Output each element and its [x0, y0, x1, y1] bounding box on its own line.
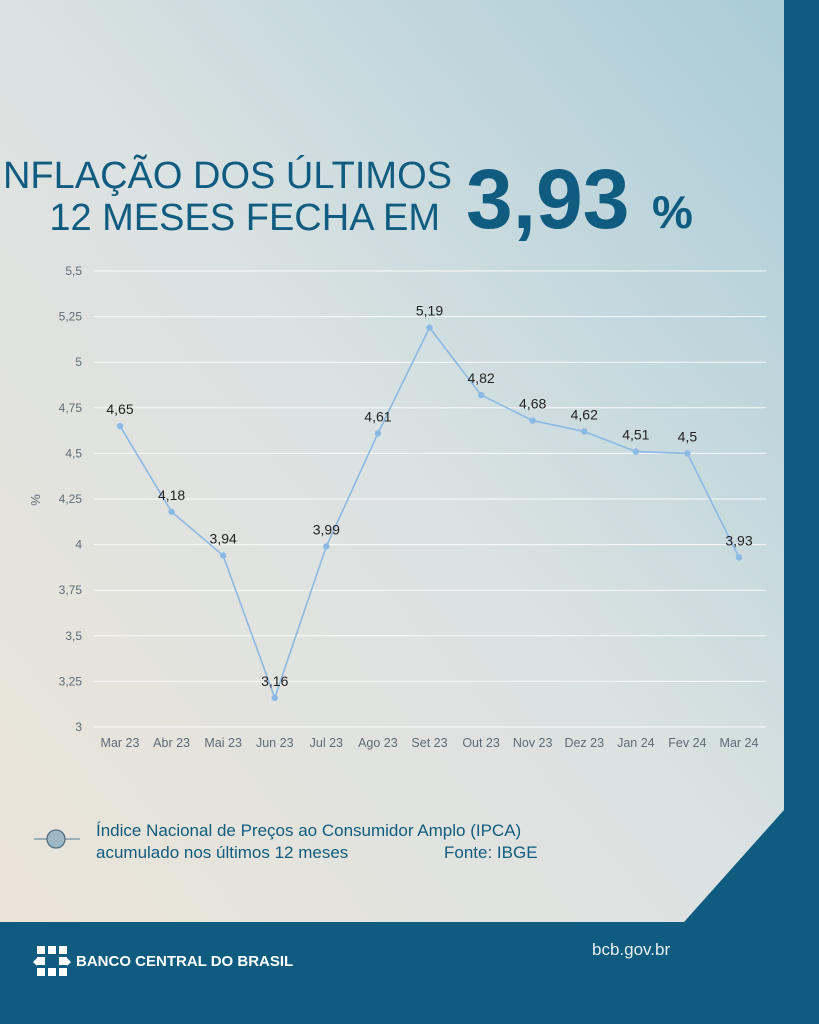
data-label: 3,16 [261, 673, 288, 689]
x-tick-label: Mar 23 [101, 736, 140, 750]
data-label: 5,19 [416, 303, 443, 319]
data-label: 4,68 [519, 396, 546, 412]
ipca-line-chart: 3 3,25 3,5 3,75 4 4,25 4,5 4,75 5 5,25 5,5 % Mar 2… [28, 264, 766, 750]
data-point [632, 448, 640, 455]
grid-lines [94, 270, 766, 728]
data-label: 4,61 [364, 408, 391, 424]
x-tick-label: Fev 24 [668, 736, 706, 750]
data-point [529, 417, 536, 424]
data-label: 4,62 [571, 407, 598, 423]
y-axis-ticks: 3 3,25 3,5 3,75 4 4,25 4,5 4,75 5 5,25 5,5 [59, 264, 83, 734]
data-point [581, 428, 588, 435]
data-point [684, 450, 691, 457]
data-label: 3,94 [210, 531, 237, 547]
headline-percent-sign: % [652, 186, 693, 238]
footer-url[interactable]: bcb.gov.br [592, 940, 670, 959]
data-point [477, 391, 485, 399]
data-labels: 4,65 4,18 3,94 3,16 3,99 4,61 5,19 4,82 4,68 4,62… [106, 303, 752, 689]
y-tick-label: 3,25 [59, 674, 83, 688]
data-point [374, 430, 382, 437]
data-point [116, 422, 124, 430]
data-point [323, 543, 330, 550]
x-tick-label: Jan 24 [617, 736, 655, 750]
x-tick-label: Out 23 [462, 736, 500, 750]
data-label: 4,51 [622, 427, 649, 443]
content-panel [0, 0, 784, 922]
y-tick-label: 4,5 [65, 446, 82, 460]
y-tick-label: 3,5 [65, 629, 82, 643]
data-label: 4,82 [467, 370, 494, 386]
data-label: 4,18 [158, 487, 185, 503]
headline-line-1: INFLAÇÃO DOS ÚLTIMOS [0, 154, 452, 197]
data-point [219, 552, 227, 559]
data-point [426, 324, 433, 331]
footer-brand: BANCO CENTRAL DO BRASIL [76, 953, 293, 970]
y-tick-label: 5,5 [65, 264, 82, 278]
data-point [735, 554, 743, 561]
x-tick-label: Jul 23 [310, 736, 343, 750]
x-tick-label: Ago 23 [358, 736, 398, 750]
data-label: 3,99 [313, 521, 340, 537]
y-tick-label: 3 [75, 720, 82, 734]
y-tick-label: 5 [75, 355, 82, 369]
legend-line-2: acumulado nos últimos 12 meses [96, 843, 348, 862]
y-tick-label: 4,75 [59, 401, 83, 415]
x-tick-label: Mai 23 [204, 736, 242, 750]
bcb-logo-icon [33, 946, 71, 976]
legend-marker-icon [46, 829, 66, 849]
data-label: 3,93 [725, 532, 752, 548]
y-tick-label: 3,75 [59, 583, 83, 597]
x-tick-label: Nov 23 [513, 736, 553, 750]
headline-line-2: 12 MESES FECHA EM [49, 197, 440, 239]
y-axis-label: % [28, 494, 43, 506]
y-tick-label: 5,25 [59, 310, 83, 324]
data-points [116, 324, 743, 702]
x-tick-label: Dez 23 [564, 736, 604, 750]
legend-line-1: Índice Nacional de Preços ao Consumidor … [96, 821, 521, 840]
y-tick-label: 4,25 [59, 492, 83, 506]
data-label: 4,5 [678, 428, 698, 444]
x-axis-ticks: Mar 23 Abr 23 Mai 23 Jun 23 Jul 23 Ago 23 Set … [101, 736, 759, 750]
legend-source: Fonte: IBGE [444, 843, 538, 862]
data-point [271, 694, 278, 702]
x-tick-label: Abr 23 [153, 736, 190, 750]
data-label: 4,65 [106, 401, 133, 417]
legend: Índice Nacional de Preços ao Consumidor … [34, 821, 538, 862]
x-tick-label: Set 23 [411, 736, 447, 750]
x-tick-label: Mar 24 [720, 736, 759, 750]
y-tick-label: 4 [75, 538, 82, 552]
x-tick-label: Jun 23 [256, 736, 294, 750]
headline-big-number: 3,93 [466, 152, 630, 246]
data-point [168, 508, 175, 515]
